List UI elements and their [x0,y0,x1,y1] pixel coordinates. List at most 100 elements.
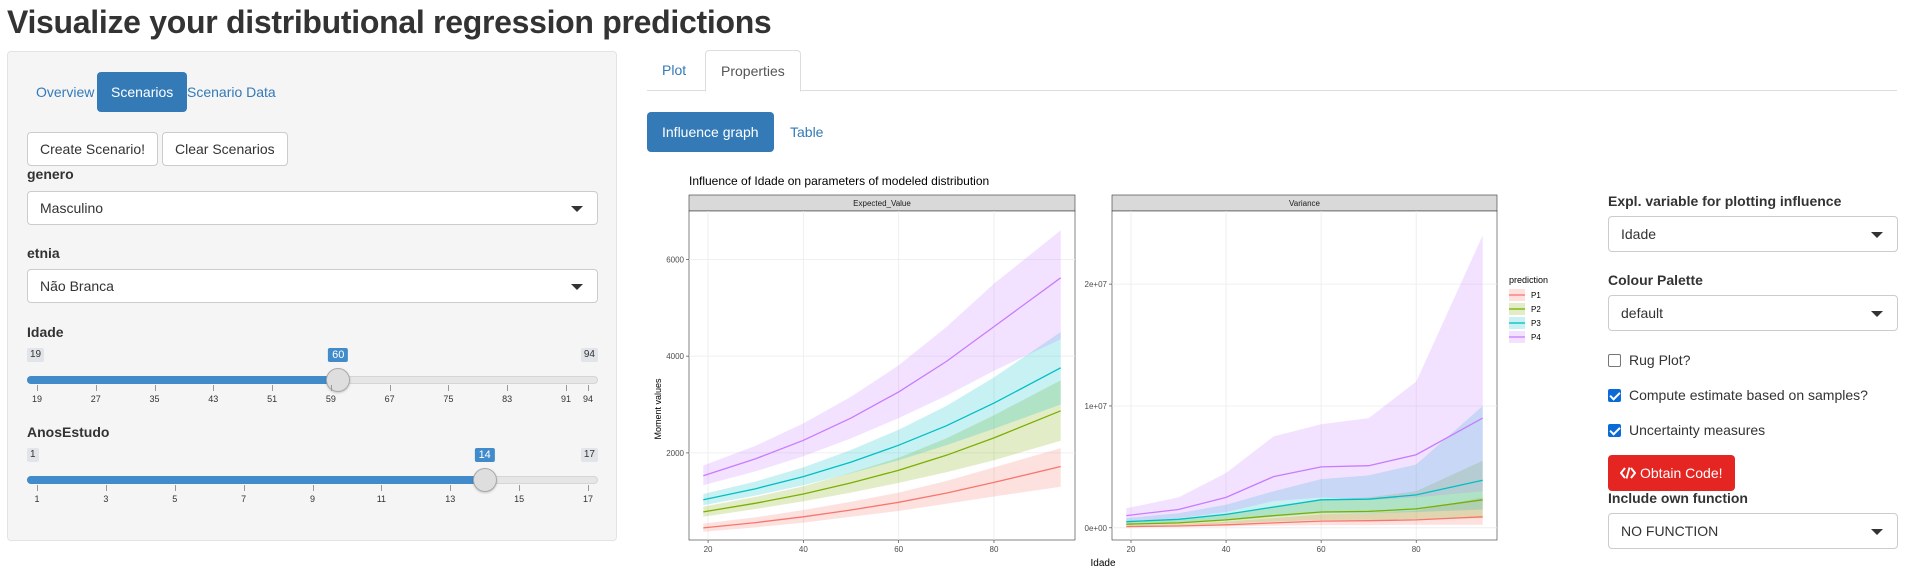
checkbox-box[interactable] [1608,354,1621,367]
slider-tick-label: 27 [90,394,101,404]
slider-tick-label: 7 [241,494,247,504]
slider-tick-label: 67 [384,394,395,404]
slider-tick-label: 1 [34,494,40,504]
y-tick-label: 1e+07 [1085,402,1108,411]
slider-value: 14 [474,448,495,462]
slider-tick-label: 94 [582,394,594,404]
anosestudo-label: AnosEstudo [27,424,110,440]
own-function-select[interactable]: NO FUNCTION [1608,513,1898,549]
slider-tick [174,485,176,491]
sidebar-panel: Overview Scenarios Scenario Data Create … [7,51,617,541]
slider-tick [95,385,97,391]
rug-plot-checkbox[interactable]: Rug Plot? [1608,352,1690,368]
uncertainty-checkbox[interactable]: Uncertainty measures [1608,422,1765,438]
expl-variable-value: Idade [1621,226,1657,242]
slider-handle[interactable] [472,468,497,492]
slider-tick-label: 83 [502,394,513,404]
slider-tick [588,485,589,491]
x-tick-label: 20 [704,545,713,554]
slider-tick-label: 5 [172,494,178,504]
x-tick-label: 60 [1317,545,1326,554]
tab-properties[interactable]: Properties [705,50,801,92]
uncertainty-band-p3 [703,332,1061,506]
expl-variable-label: Expl. variable for plotting influence [1608,193,1842,209]
legend-label-p2: P2 [1531,305,1541,314]
tab-plot[interactable]: Plot [662,62,687,78]
caret-down-icon [1871,529,1883,535]
slider-tick-label: 3 [103,494,109,504]
anosestudo-slider[interactable]: 1 17 14 1 3 5 7 9 11 13 15 17 [27,448,598,508]
slider-tick-label: 35 [149,394,160,404]
slider-tick [588,385,589,391]
x-tick-label: 80 [990,545,999,554]
slider-tick-label: 59 [325,394,336,404]
slider-tick [37,385,38,391]
facet-strip-label: Expected_Value [853,199,911,208]
caret-down-icon [1871,232,1883,238]
slider-handle[interactable] [326,368,351,392]
etnia-select[interactable]: Não Branca [27,269,598,303]
uncertainty-label: Uncertainty measures [1629,422,1766,438]
checkbox-box[interactable] [1608,389,1621,402]
series-line-p1 [703,465,1061,529]
tab-scenarios[interactable]: Scenarios [97,72,188,112]
x-tick-label: 40 [1222,545,1231,554]
legend-label-p3: P3 [1531,319,1541,328]
slider-tick [272,385,274,391]
slider-min: 1 [27,448,39,462]
idade-slider[interactable]: 19 94 60 19 27 35 43 51 59 67 75 83 91 94 [27,348,598,408]
samples-checkbox[interactable]: Compute estimate based on samples? [1608,387,1868,403]
tab-table[interactable]: Table [790,124,824,140]
uncertainty-band-p3 [1126,406,1483,525]
slider-tick [519,485,521,491]
chart-title: Influence of Idade on parameters of mode… [689,174,989,188]
rug-plot-label: Rug Plot? [1629,352,1691,368]
x-tick-label: 80 [1412,545,1421,554]
slider-tick [243,485,245,491]
expl-variable-select[interactable]: Idade [1608,216,1898,252]
x-tick-label: 60 [894,545,903,554]
tab-influence-graph[interactable]: Influence graph [647,112,774,152]
slider-tick [448,385,450,391]
legend-label-p4: P4 [1531,333,1541,342]
slider-tick-label: 91 [560,394,571,404]
slider-tick [213,385,215,391]
legend-label-p1: P1 [1531,291,1541,300]
slider-value: 60 [328,348,349,362]
series-line-p4 [1126,417,1484,517]
slider-tick-label: 75 [443,394,454,404]
obtain-code-button[interactable]: Obtain Code! [1608,455,1735,491]
slider-tick [381,485,383,491]
slider-max: 17 [580,448,598,462]
own-function-label: Include own function [1608,490,1748,506]
uncertainty-band-p2 [703,380,1061,517]
uncertainty-band-p1 [703,448,1061,532]
slider-tick-label: 13 [445,494,456,504]
slider-tick-label: 15 [514,494,525,504]
series-line-p2 [1126,499,1483,525]
y-axis-label: Moment values [653,378,663,440]
tab-scenario-data[interactable]: Scenario Data [187,84,276,100]
slider-min: 19 [27,348,45,362]
slider-tick-label: 43 [208,394,219,404]
uncertainty-band-p4 [703,230,1061,486]
idade-label: Idade [27,324,64,340]
caret-down-icon [571,206,583,212]
genero-select[interactable]: Masculino [27,191,598,225]
slider-tick [37,485,38,491]
slider-tick-label: 19 [31,394,43,404]
genero-label: genero [27,166,74,182]
colour-palette-select[interactable]: default [1608,295,1898,331]
checkbox-box[interactable] [1608,424,1621,437]
slider-tick [389,385,391,391]
etnia-value: Não Branca [40,278,114,294]
slider-tick [330,385,332,391]
create-scenario-button[interactable]: Create Scenario! [27,132,159,166]
clear-scenarios-button[interactable]: Clear Scenarios [162,132,288,166]
etnia-label: etnia [27,245,60,261]
tab-overview[interactable]: Overview [36,84,95,100]
slider-tick-label: 17 [582,494,594,504]
slider-tick [450,485,452,491]
legend-title: prediction [1509,275,1548,285]
main-tabs: Plot Properties [647,50,1897,92]
